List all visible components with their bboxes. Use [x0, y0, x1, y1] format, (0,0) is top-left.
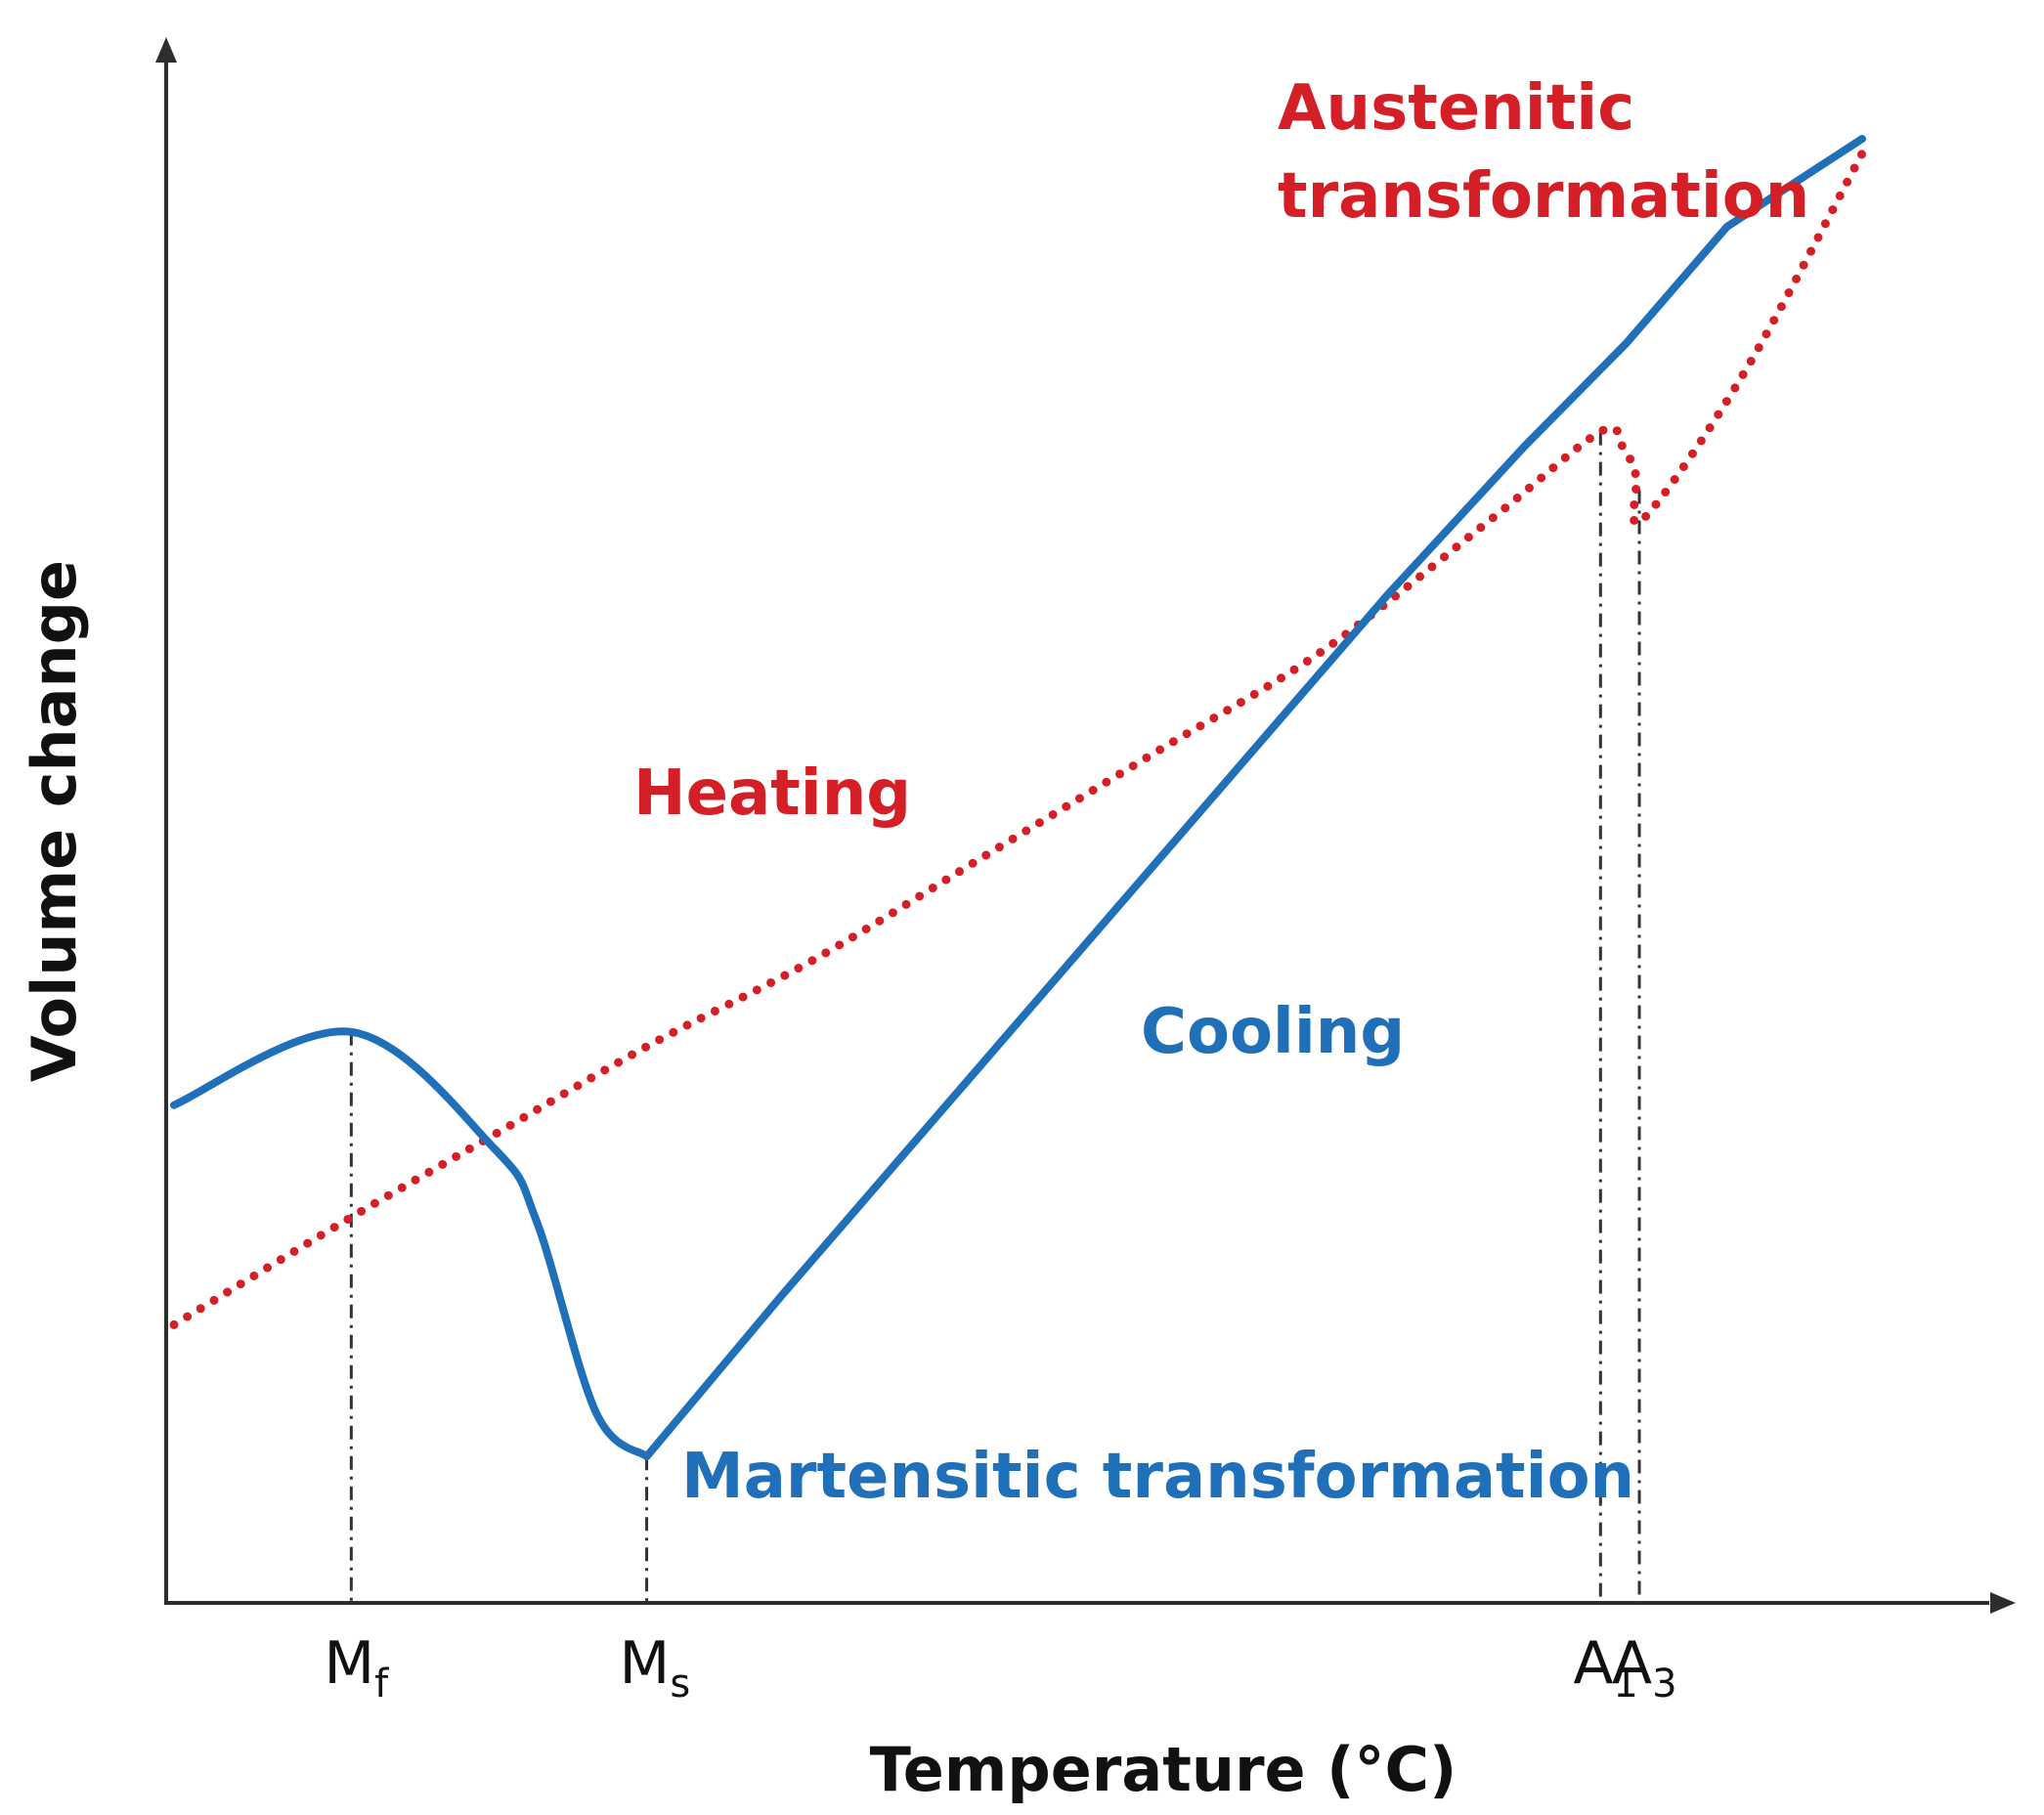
tick-label-a1: A1 [1573, 1629, 1638, 1707]
heating-series-line [169, 149, 1867, 1329]
tick-label-mf: Mf [324, 1629, 389, 1707]
martensitic-label: Martensitic transformation [681, 1441, 1634, 1513]
tick-label-ms: Ms [620, 1629, 691, 1707]
x-axis-title: Temperature (°C) [870, 1734, 1457, 1805]
austenitic-label-line1: Austenitic [1278, 72, 1634, 145]
axes [155, 37, 2016, 1614]
y-axis-arrow [155, 37, 177, 63]
x-axis-arrow [1990, 1592, 2016, 1614]
cooling-series-line [170, 135, 1866, 1461]
y-axis-title: Volume change [19, 560, 90, 1082]
austenitic-label-line2: transformation [1278, 160, 1809, 233]
cooling-label: Cooling [1141, 996, 1405, 1068]
tick-label-a3: A3 [1612, 1629, 1677, 1707]
marker-guides [349, 431, 1641, 1603]
heating-label: Heating [633, 757, 911, 830]
